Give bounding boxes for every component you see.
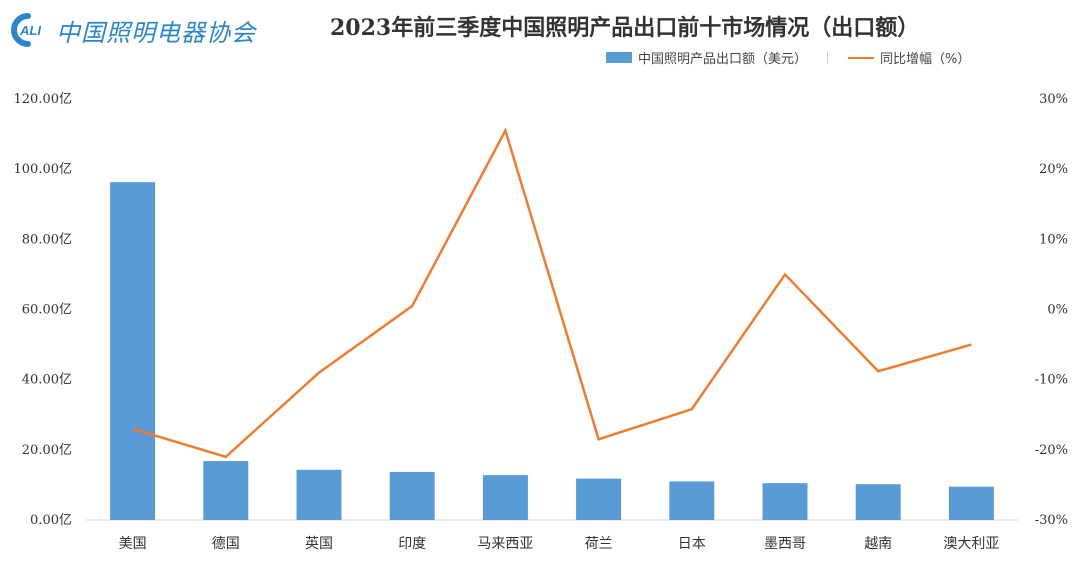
bar-荷兰 <box>576 478 622 520</box>
category-label: 英国 <box>305 535 333 552</box>
bar-越南 <box>855 484 901 520</box>
category-label: 荷兰 <box>585 536 613 552</box>
bar-印度 <box>389 471 435 520</box>
bar-德国 <box>203 461 249 520</box>
right-axis-tick-label: 30% <box>1039 92 1068 107</box>
category-label: 美国 <box>119 536 147 552</box>
category-label: 越南 <box>864 536 892 552</box>
category-label: 马来西亚 <box>477 536 533 552</box>
left-axis-tick-label: 20.00亿 <box>22 443 72 458</box>
left-axis-tick-label: 120.00亿 <box>14 92 73 107</box>
legend-bar-swatch <box>606 52 632 63</box>
right-axis-tick-label: 20% <box>1039 162 1068 177</box>
legend-separator <box>827 51 829 64</box>
logo-badge-icon: ALI <box>6 12 52 48</box>
right-axis-tick-label: -20% <box>1035 443 1068 458</box>
svg-text:ALI: ALI <box>19 23 41 38</box>
category-label: 澳大利亚 <box>943 536 999 552</box>
bar-日本 <box>669 481 715 520</box>
category-label: 印度 <box>398 536 426 552</box>
bar-墨西哥 <box>762 483 808 520</box>
bar-澳大利亚 <box>948 486 994 520</box>
bar-马来西亚 <box>482 475 528 520</box>
legend-bar-label: 中国照明产品出口额（美元） <box>638 52 808 67</box>
category-label: 日本 <box>678 536 706 552</box>
logo: ALI 中国照明电器协会 <box>6 10 256 50</box>
chart-legend: 中国照明产品出口额（美元） 同比增幅（%） <box>606 48 990 67</box>
legend-item-bar: 中国照明产品出口额（美元） <box>606 48 807 67</box>
logo-text: 中国照明电器协会 <box>56 18 256 47</box>
left-axis-tick-label: 0.00亿 <box>30 513 72 528</box>
growth-line <box>132 127 972 459</box>
legend-line-label: 同比增幅（%） <box>880 52 971 67</box>
bar-英国 <box>296 469 342 520</box>
right-axis-tick-label: -10% <box>1035 373 1068 388</box>
right-axis-tick-label: -30% <box>1035 513 1068 528</box>
category-label: 墨西哥 <box>764 536 806 552</box>
bar-美国 <box>110 182 156 520</box>
category-label: 德国 <box>212 536 240 552</box>
left-axis-tick-label: 60.00亿 <box>22 303 72 318</box>
chart-title: 2023年前三季度中国照明产品出口前十市场情况（出口额） <box>330 15 920 41</box>
right-axis-tick-label: 10% <box>1039 232 1068 247</box>
left-axis-tick-label: 40.00亿 <box>22 373 72 388</box>
legend-line-swatch <box>848 56 875 59</box>
legend-item-line: 同比增幅（%） <box>848 48 970 67</box>
left-axis-tick-label: 100.00亿 <box>14 162 73 177</box>
right-axis-tick-label: 0% <box>1047 303 1068 318</box>
left-axis-tick-label: 80.00亿 <box>22 232 72 247</box>
